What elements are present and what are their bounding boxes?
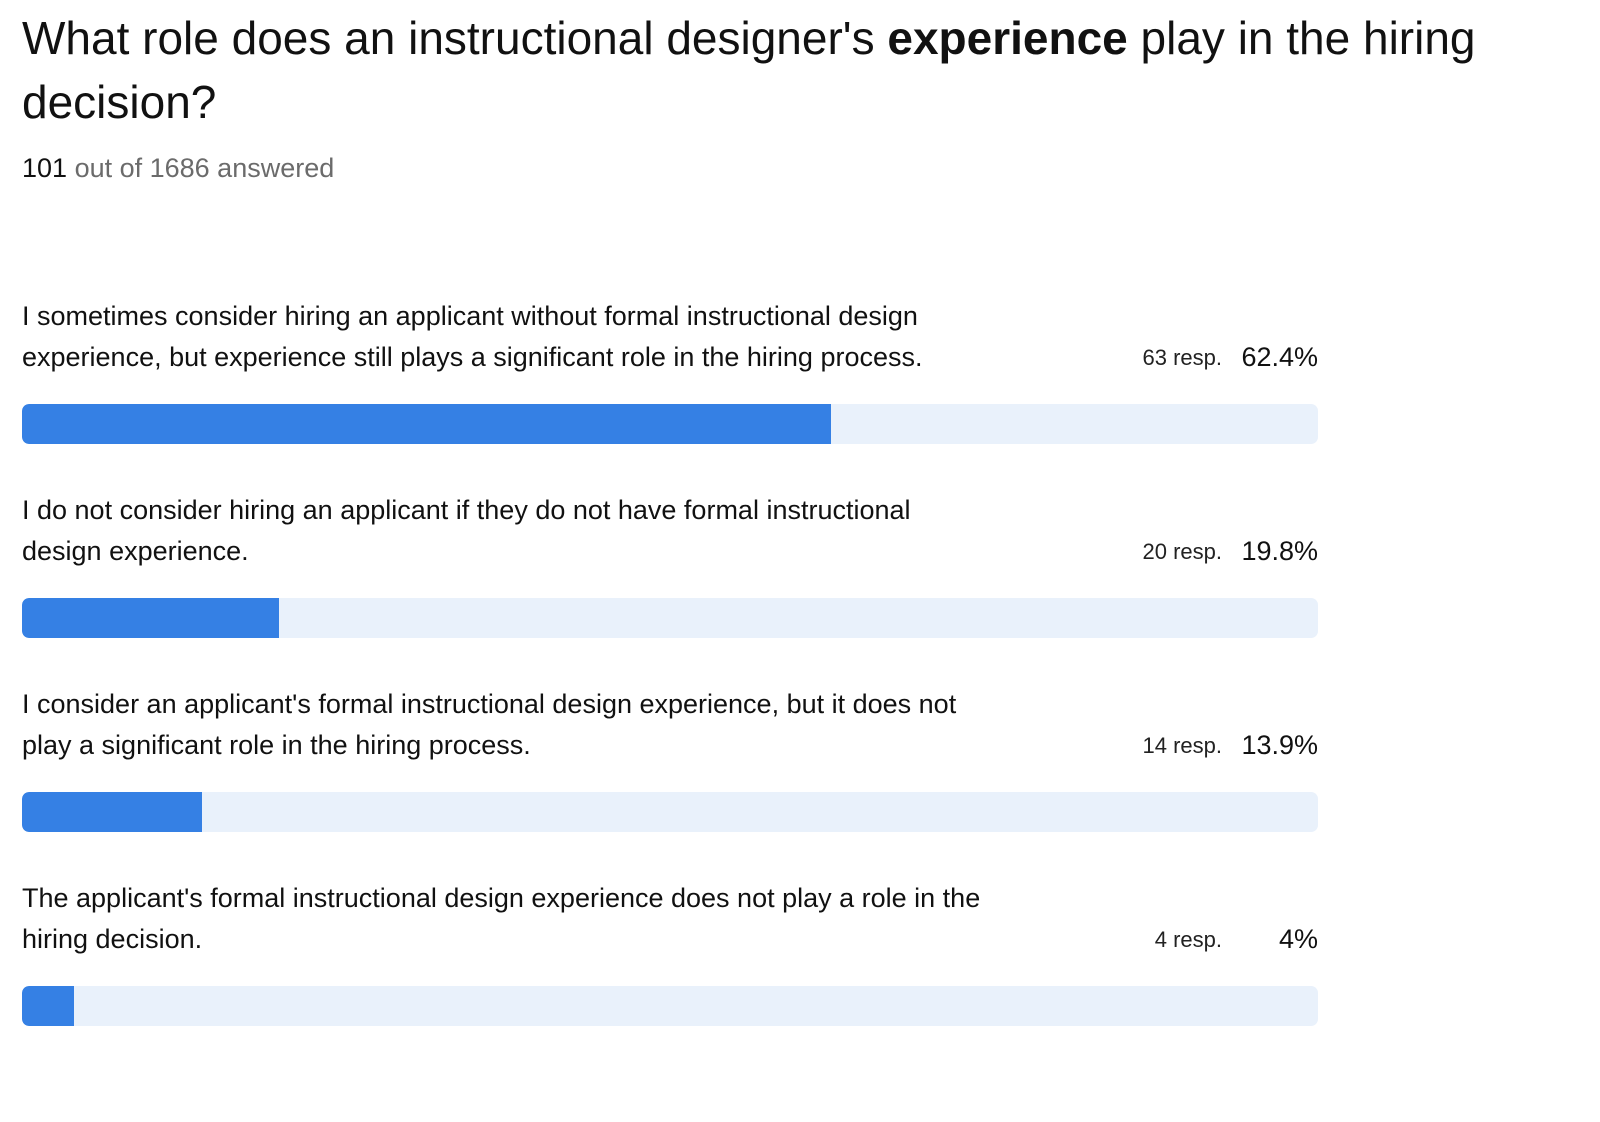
option-label-line: I do not consider hiring an applicant if…	[22, 495, 911, 525]
title-text-line2: decision?	[22, 76, 217, 128]
bar-track	[22, 986, 1318, 1026]
answer-option: I consider an applicant's formal instruc…	[22, 684, 1318, 878]
option-label: I sometimes consider hiring an applicant…	[22, 296, 1102, 378]
title-text-after: play in the hiring	[1127, 12, 1476, 64]
option-label-line: design experience.	[22, 536, 249, 566]
option-label-line: The applicant's formal instructional des…	[22, 883, 981, 913]
response-percent: 19.8%	[1241, 536, 1318, 566]
title-text-before: What role does an instructional designer…	[22, 12, 888, 64]
response-count: 4 resp.	[1154, 927, 1222, 952]
option-label: The applicant's formal instructional des…	[22, 878, 1102, 960]
answered-count: 101	[22, 153, 68, 183]
option-label-line: I consider an applicant's formal instruc…	[22, 689, 957, 719]
answered-suffix: out of 1686 answered	[67, 153, 335, 183]
title-text-bold: experience	[887, 12, 1128, 64]
option-label: I consider an applicant's formal instruc…	[22, 684, 1102, 766]
answer-option: I do not consider hiring an applicant if…	[22, 490, 1318, 684]
bar-fill	[22, 792, 203, 832]
response-percent: 13.9%	[1241, 730, 1318, 760]
option-label-line: play a significant role in the hiring pr…	[22, 730, 531, 760]
bar-fill	[22, 986, 74, 1026]
bar-track	[22, 404, 1318, 444]
bar-fill	[22, 598, 279, 638]
response-percent: 4%	[1278, 924, 1318, 954]
answered-summary: 101 out of 1686 answered	[22, 150, 334, 186]
bar-track	[22, 792, 1318, 832]
response-count: 63 resp.	[1142, 345, 1223, 370]
option-label-line: experience, but experience still plays a…	[22, 342, 923, 372]
response-count: 14 resp.	[1142, 733, 1223, 758]
response-percent: 62.4%	[1241, 342, 1318, 372]
answer-option: I sometimes consider hiring an applicant…	[22, 296, 1318, 490]
option-label-line: hiring decision.	[22, 924, 203, 954]
bar-track	[22, 598, 1318, 638]
bar-fill	[22, 404, 831, 444]
answer-options: I sometimes consider hiring an applicant…	[22, 296, 1318, 1072]
answer-option: The applicant's formal instructional des…	[22, 878, 1318, 1072]
option-label-line: I sometimes consider hiring an applicant…	[22, 301, 918, 331]
option-label: I do not consider hiring an applicant if…	[22, 490, 1102, 572]
question-title: What role does an instructional designer…	[22, 6, 1592, 134]
response-count: 20 resp.	[1142, 539, 1223, 564]
